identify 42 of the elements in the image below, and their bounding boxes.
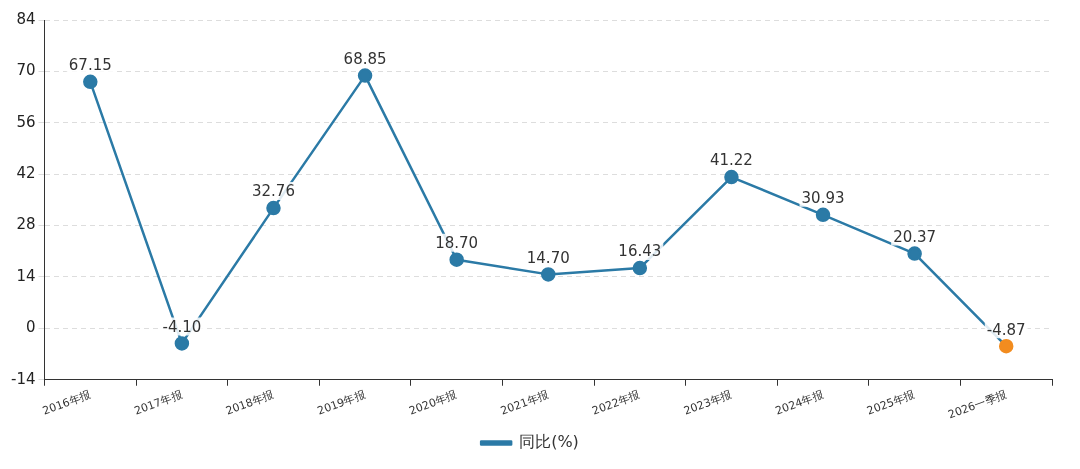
data-label: 14.70 xyxy=(526,248,570,267)
point xyxy=(357,68,373,83)
point xyxy=(174,336,190,351)
data-label: 32.76 xyxy=(252,182,295,201)
point xyxy=(815,207,831,223)
x-tick-label: 2016年报 xyxy=(40,388,93,418)
x-tick-label: 2018年报 xyxy=(224,388,276,418)
y-tick-label: -14 xyxy=(11,369,36,388)
point xyxy=(998,338,1014,354)
data-label: -4.87 xyxy=(986,320,1026,339)
data-label: 20.37 xyxy=(893,227,937,246)
data-label: 18.70 xyxy=(435,234,479,253)
x-tick-label: 2022年报 xyxy=(590,388,642,418)
legend-label: 同比(%) xyxy=(519,432,579,452)
data-label: 67.15 xyxy=(68,56,112,75)
x-tick-label: 2026一季报 xyxy=(946,388,1009,422)
y-tick-label: 0 xyxy=(25,318,36,337)
point xyxy=(83,74,98,90)
data-label: 41.22 xyxy=(709,151,753,170)
y-tick-label: 42 xyxy=(16,164,36,183)
data-label: 16.43 xyxy=(618,242,662,261)
point xyxy=(449,252,464,267)
point xyxy=(907,246,922,261)
x-tick-label: 2025年报 xyxy=(865,388,917,418)
point xyxy=(632,260,648,276)
data-label: 68.85 xyxy=(343,50,387,68)
y-tick-label: 70 xyxy=(16,61,36,80)
y-tick-label: 28 xyxy=(16,215,36,234)
x-tick-label: 2024年报 xyxy=(773,388,826,418)
x-tick-label: 2021年报 xyxy=(498,388,551,418)
data-label: 30.93 xyxy=(801,189,845,208)
point xyxy=(724,169,739,185)
y-tick-label: 56 xyxy=(16,112,36,131)
y-tick-label: 84 xyxy=(16,9,36,28)
point xyxy=(266,200,281,216)
data-label: -4.10 xyxy=(162,317,202,336)
y-tick-label: 14 xyxy=(16,266,36,285)
x-tick-label: 2019年报 xyxy=(315,388,368,418)
x-tick-label: 2017年报 xyxy=(132,388,184,418)
x-tick-label: 2020年报 xyxy=(407,388,459,418)
point xyxy=(541,267,556,282)
x-tick-label: 2023年报 xyxy=(682,388,734,418)
